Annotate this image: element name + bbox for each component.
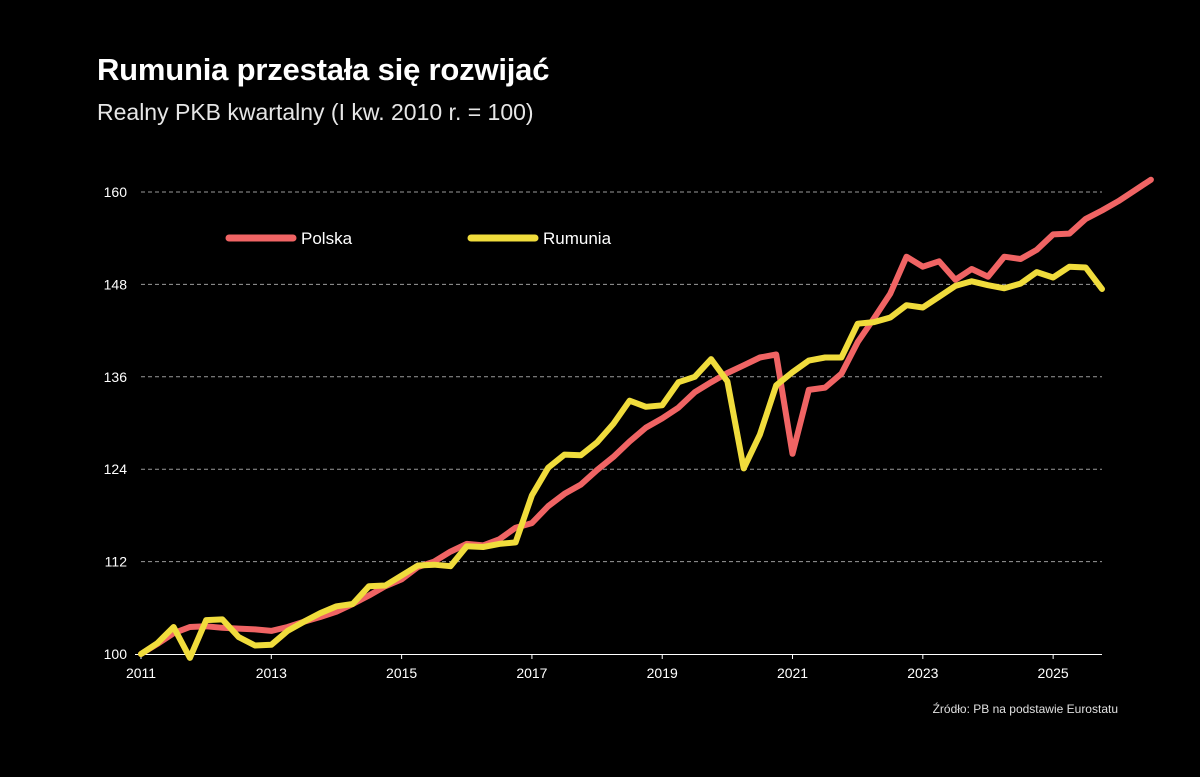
x-tick-label-2011: 2011 [126, 665, 156, 681]
series-line-rumunia [138, 263, 1105, 661]
series-lines [138, 176, 1154, 661]
chart-subtitle: Realny PKB kwartalny (I kw. 2010 r. = 10… [97, 99, 534, 125]
y-tick-label-136: 136 [104, 369, 128, 385]
x-tick-label-2019: 2019 [647, 665, 678, 681]
y-tick-label-148: 148 [104, 276, 128, 292]
source-note: Źródło: PB na podstawie Eurostatu [932, 702, 1118, 716]
series-line-polska [138, 176, 1154, 657]
x-tick-label-2013: 2013 [256, 665, 287, 681]
y-tick-label-112: 112 [105, 554, 128, 570]
legend: Polska Rumunia [225, 229, 612, 248]
x-tick-label-2017: 2017 [516, 665, 547, 681]
x-tick-label-2015: 2015 [386, 665, 417, 681]
x-tick-label-2023: 2023 [907, 665, 938, 681]
legend-label-rumunia: Rumunia [543, 229, 612, 248]
y-tick-label-160: 160 [104, 184, 128, 200]
y-tick-label-100: 100 [104, 646, 128, 662]
x-tick-label-2021: 2021 [777, 665, 808, 681]
legend-label-polska: Polska [301, 229, 353, 248]
y-tick-label-124: 124 [104, 461, 128, 477]
y-axis-ticks: 100 112 124 136 148 160 [104, 184, 128, 662]
grid-lines [141, 191, 1102, 563]
x-axis-ticks: 2011 2013 2015 2017 2019 2021 2023 2025 [126, 654, 1069, 681]
chart-title: Rumunia przestała się rozwijać [97, 52, 550, 87]
x-tick-label-2025: 2025 [1038, 665, 1069, 681]
